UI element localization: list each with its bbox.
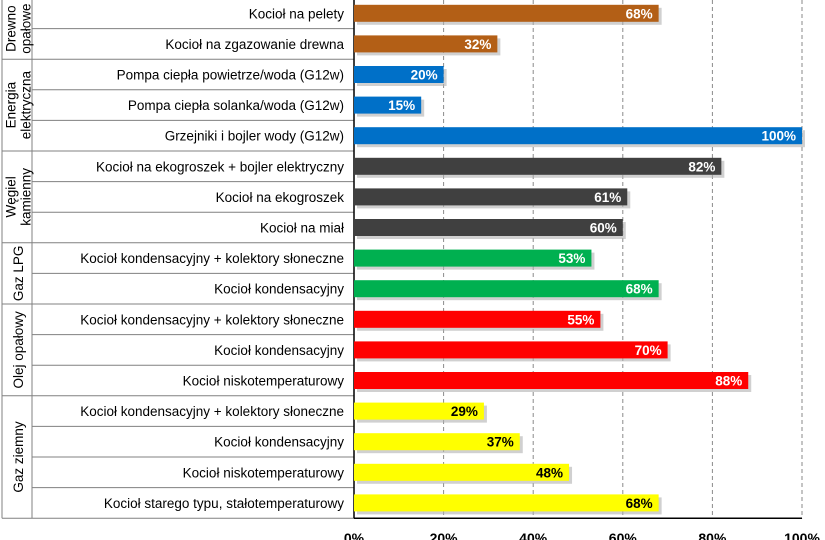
category-label: Kocioł niskotemperaturowy bbox=[183, 374, 345, 389]
x-tick-label: 80% bbox=[698, 530, 727, 540]
group-label: Energia bbox=[4, 81, 19, 128]
bar bbox=[354, 4, 659, 22]
value-label: 29% bbox=[451, 404, 478, 419]
group-label: Gaz LPG bbox=[11, 246, 26, 302]
x-tick-label: 0% bbox=[344, 530, 365, 540]
value-label: 53% bbox=[558, 251, 585, 266]
bar bbox=[354, 157, 722, 175]
value-label: 15% bbox=[388, 98, 415, 113]
group-label: opałowe bbox=[19, 3, 34, 53]
value-label: 48% bbox=[536, 465, 563, 480]
bar bbox=[354, 494, 659, 512]
value-label: 68% bbox=[626, 496, 653, 511]
bar bbox=[354, 188, 628, 206]
value-label: 68% bbox=[626, 282, 653, 297]
value-label: 61% bbox=[594, 190, 621, 205]
label-layer: 0% 20% 40% 60% 80% 100% Kocioł na pelety 68% Koc… bbox=[4, 3, 821, 540]
bar bbox=[354, 402, 484, 420]
category-label: Pompa ciepła powietrze/woda (G12w) bbox=[117, 68, 344, 83]
bar bbox=[354, 249, 592, 267]
bar bbox=[354, 127, 802, 145]
group-label: Olej opałowy bbox=[11, 311, 26, 389]
category-label: Grzejniki i bojler wody (G12w) bbox=[165, 129, 344, 144]
category-label: Kocioł na ekogroszek bbox=[216, 190, 345, 205]
value-label: 37% bbox=[487, 435, 514, 450]
bar bbox=[354, 96, 422, 114]
x-tick-label: 100% bbox=[784, 530, 820, 540]
group-label: Drewno bbox=[4, 5, 19, 52]
bar bbox=[354, 219, 623, 236]
value-label: 88% bbox=[715, 374, 742, 389]
value-label: 32% bbox=[464, 37, 491, 52]
category-label: Kocioł kondensacyjny + kolektory słonecz… bbox=[80, 312, 344, 327]
category-label: Kocioł na miał bbox=[260, 221, 344, 236]
x-tick-label: 20% bbox=[430, 530, 459, 540]
value-label: 68% bbox=[626, 6, 653, 21]
category-label: Kocioł kondensacyjny bbox=[214, 435, 344, 450]
category-label: Kocioł kondensacyjny + kolektory słonecz… bbox=[80, 251, 344, 266]
value-label: 100% bbox=[761, 129, 796, 144]
bar bbox=[354, 310, 601, 328]
value-label: 55% bbox=[567, 312, 594, 327]
bar bbox=[354, 341, 668, 359]
bar bbox=[354, 280, 659, 298]
category-label: Kocioł na pelety bbox=[249, 6, 345, 21]
bar-layer bbox=[354, 4, 805, 515]
category-label: Kocioł kondensacyjny bbox=[214, 343, 344, 358]
category-label: Kocioł na ekogroszek + bojler elektryczn… bbox=[96, 159, 344, 174]
bar bbox=[354, 66, 444, 83]
bar bbox=[354, 372, 749, 389]
group-label: kamienny bbox=[19, 168, 34, 226]
x-tick-label: 40% bbox=[519, 530, 548, 540]
category-label: Kocioł niskotemperaturowy bbox=[183, 465, 345, 480]
category-label: Kocioł starego typu, stałotemperaturowy bbox=[104, 496, 344, 511]
value-label: 20% bbox=[411, 68, 438, 83]
value-label: 60% bbox=[590, 221, 617, 236]
bar bbox=[354, 463, 570, 481]
value-label: 82% bbox=[688, 159, 715, 174]
bar bbox=[354, 433, 520, 451]
group-label: Węgiel bbox=[4, 176, 19, 217]
category-label: Kocioł kondensacyjny + kolektory słonecz… bbox=[80, 404, 344, 419]
group-label: Gaz ziemny bbox=[11, 421, 26, 493]
x-tick-label: 60% bbox=[609, 530, 638, 540]
category-label: Kocioł kondensacyjny bbox=[214, 282, 344, 297]
value-label: 70% bbox=[635, 343, 662, 358]
category-label: Kocioł na zgazowanie drewna bbox=[165, 37, 344, 52]
group-label: elektryczna bbox=[19, 70, 34, 139]
bar bbox=[354, 35, 498, 53]
category-label: Pompa ciepła solanka/woda (G12w) bbox=[128, 98, 344, 113]
